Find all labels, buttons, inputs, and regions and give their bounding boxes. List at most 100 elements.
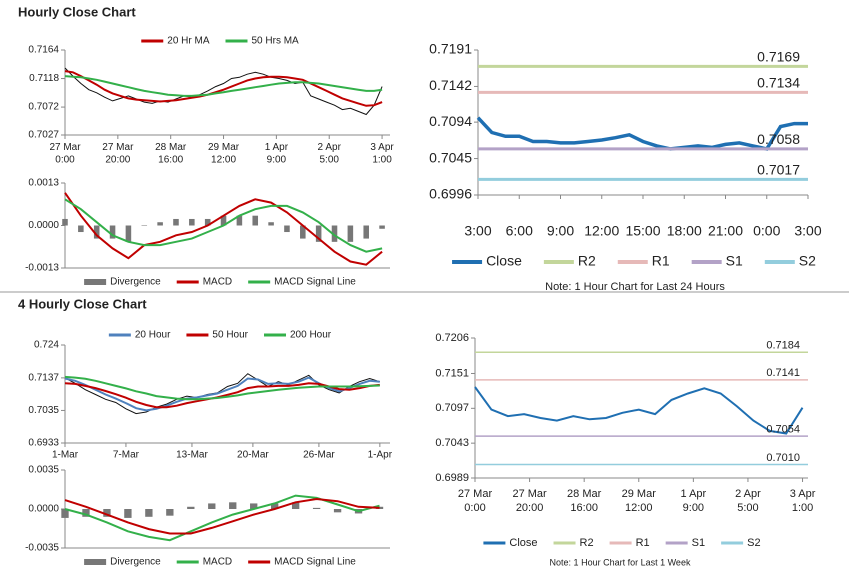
bar xyxy=(236,215,243,226)
series-line xyxy=(476,116,808,151)
level-label: 0.7184 xyxy=(766,339,800,351)
x-tick-label: 1 Apr 9:00 xyxy=(265,142,289,166)
x-tick-label: 2 Apr 5:00 xyxy=(735,488,761,514)
x-tick-label: 29 Mar 12:00 xyxy=(622,488,657,514)
y-tick-label: 0.6996 xyxy=(429,186,472,202)
legend-label: 20 Hr MA xyxy=(167,36,210,47)
y-tick-label: 0.7045 xyxy=(429,149,472,165)
legend-label: S1 xyxy=(726,253,743,269)
bar xyxy=(268,222,274,226)
bar xyxy=(61,509,69,518)
bar xyxy=(363,225,369,239)
legend-label: MACD xyxy=(203,277,232,288)
x-tick-label: 13-Mar xyxy=(176,450,208,461)
y-tick-label: 0.7118 xyxy=(29,73,59,84)
bar xyxy=(125,225,132,242)
chart-note: Note: 1 Hour Chart for Last 24 Hours xyxy=(545,281,725,293)
level-label: 0.7017 xyxy=(757,162,800,178)
level-label: 0.7134 xyxy=(757,75,800,91)
x-tick-label: 3 Apr 1:00 xyxy=(370,142,394,166)
legend-label: S1 xyxy=(692,537,705,549)
bar xyxy=(208,503,216,509)
x-tick-label: 20-Mar xyxy=(237,450,269,461)
y-tick-label: 0.0013 xyxy=(28,178,59,189)
series-line xyxy=(64,198,383,253)
legend-swatch xyxy=(84,559,107,565)
bar xyxy=(62,218,68,226)
y-tick-label: 0.0000 xyxy=(28,220,59,231)
y-tick-label: 0.7206 xyxy=(435,332,469,344)
series-line xyxy=(64,70,383,107)
series-line xyxy=(64,494,380,542)
bar xyxy=(375,506,384,509)
legend-label: 20 Hour xyxy=(135,330,171,341)
x-tick-label: 7-Mar xyxy=(113,450,140,461)
y-tick-label: 0.724 xyxy=(34,340,59,351)
level-label: 0.7058 xyxy=(757,131,800,147)
x-tick-label: 27 Mar 20:00 xyxy=(512,488,547,514)
legend-label: R1 xyxy=(652,253,670,269)
bar xyxy=(93,225,100,239)
bar xyxy=(300,225,306,239)
series-line xyxy=(64,67,383,116)
bar xyxy=(103,509,111,517)
bar xyxy=(312,507,321,509)
y-tick-label: 0.7027 xyxy=(28,130,59,141)
bar xyxy=(379,225,385,229)
level-label: 0.7054 xyxy=(766,423,800,435)
x-tick-label: 1-Mar xyxy=(52,450,79,461)
bar xyxy=(204,218,211,226)
y-tick-label: 0.7164 xyxy=(28,45,59,56)
y-tick-label: -0.0035 xyxy=(25,543,59,554)
y-tick-label: 0.7072 xyxy=(28,102,59,113)
bar xyxy=(331,225,338,242)
x-tick-label: 15:00 xyxy=(625,223,660,239)
bar xyxy=(333,509,342,513)
bar xyxy=(252,215,259,226)
legend-label: Close xyxy=(486,253,522,269)
legend-label: MACD xyxy=(203,557,232,568)
x-tick-label: 3 Apr 1:00 xyxy=(790,488,816,514)
y-tick-label: 0.7043 xyxy=(435,437,469,449)
x-tick-label: 3:00 xyxy=(794,223,821,239)
x-tick-label: 3:00 xyxy=(464,223,491,239)
series-line xyxy=(64,75,383,97)
y-tick-label: 0.7094 xyxy=(429,113,472,129)
bar xyxy=(189,218,195,226)
y-tick-label: -0.0013 xyxy=(25,263,59,274)
x-tick-label: 9:00 xyxy=(547,223,574,239)
series-line xyxy=(64,497,380,535)
legend-label: R2 xyxy=(578,253,596,269)
x-tick-label: 0:00 xyxy=(753,223,780,239)
legend-label: Close xyxy=(509,537,537,549)
bar xyxy=(141,225,148,226)
bar xyxy=(250,503,258,509)
series-line xyxy=(64,192,383,266)
y-tick-label: 0.7142 xyxy=(429,77,472,93)
series-line xyxy=(64,373,380,415)
legend-label: R1 xyxy=(636,537,650,549)
bar xyxy=(82,509,90,517)
section-title: 4 Hourly Close Chart xyxy=(18,296,147,311)
x-tick-label: 21:00 xyxy=(708,223,743,239)
bar xyxy=(166,509,174,516)
x-tick-label: 18:00 xyxy=(667,223,702,239)
bar xyxy=(145,509,153,517)
y-tick-label: 0.7097 xyxy=(435,402,469,414)
x-tick-label: 2 Apr 5:00 xyxy=(318,142,342,166)
x-tick-label: 6:00 xyxy=(506,223,533,239)
x-tick-label: 1-Apr xyxy=(368,450,393,461)
series-line xyxy=(64,375,380,401)
x-tick-label: 27 Mar 0:00 xyxy=(49,142,81,166)
y-tick-label: 0.7137 xyxy=(28,373,59,384)
legend-label: 50 Hour xyxy=(212,330,248,341)
x-tick-label: 28 Mar 16:00 xyxy=(155,142,187,166)
bar xyxy=(291,502,300,509)
x-tick-label: 12:00 xyxy=(584,223,619,239)
x-tick-label: 29 Mar 12:00 xyxy=(208,142,240,166)
legend-label: S2 xyxy=(747,537,760,549)
level-label: 0.7141 xyxy=(766,367,800,379)
bar xyxy=(124,509,132,518)
x-tick-label: 27 Mar 0:00 xyxy=(458,488,493,514)
